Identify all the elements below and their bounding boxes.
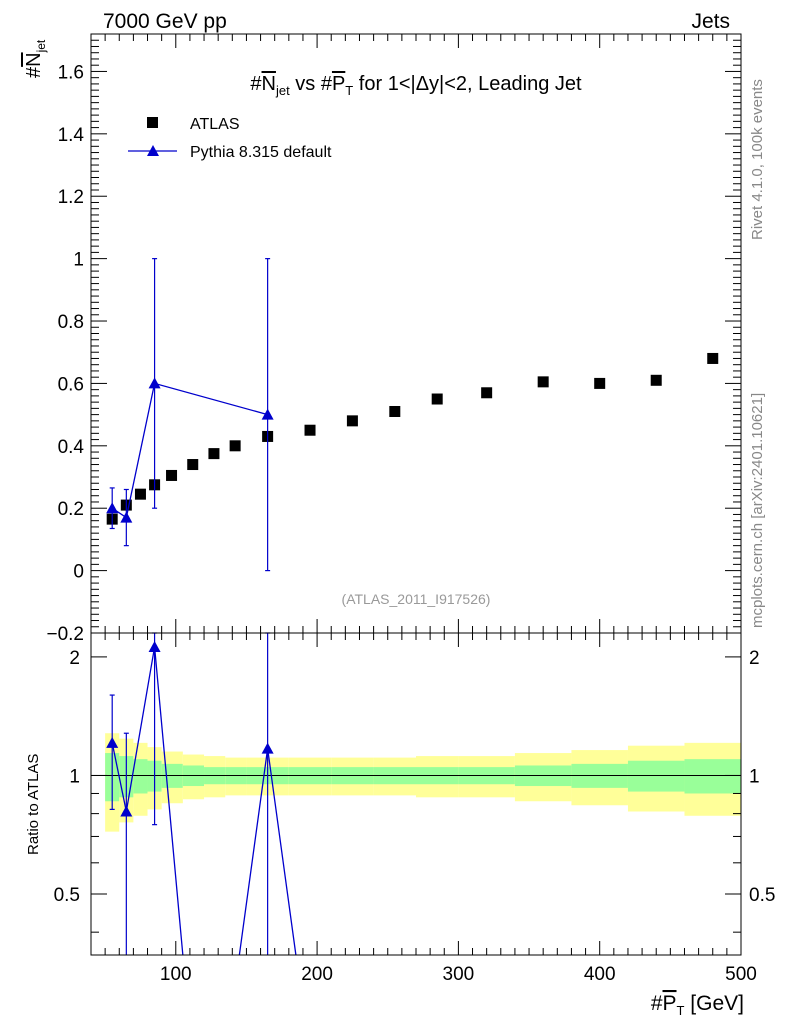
main-plot bbox=[106, 258, 719, 572]
ratio-y-tick-label-right: 1 bbox=[749, 766, 760, 787]
header-left: 7000 GeV pp bbox=[103, 10, 227, 33]
ratio-y-tick-label-left: 2 bbox=[69, 648, 80, 669]
x-axis-label: #PT [GeV] bbox=[651, 992, 744, 1018]
legend: ATLAS Pythia 8.315 default bbox=[128, 116, 332, 161]
y-tick-label: 0.4 bbox=[58, 437, 85, 458]
pythia-point bbox=[106, 502, 119, 514]
atlas-point bbox=[304, 424, 316, 436]
ratio-pythia-point bbox=[148, 640, 161, 652]
atlas-point bbox=[650, 374, 662, 386]
ratio-band-green bbox=[627, 760, 685, 792]
y-axis-label: #Njet bbox=[23, 39, 48, 78]
ratio-plot bbox=[91, 632, 741, 956]
atlas-point bbox=[594, 377, 606, 389]
atlas-point bbox=[346, 415, 358, 427]
legend-marker-atlas bbox=[147, 117, 158, 128]
legend-label-pythia: Pythia 8.315 default bbox=[190, 144, 332, 161]
mcplots-label: mcplots.cern.ch [arXiv:2401.10621] bbox=[749, 393, 766, 628]
header-right: Jets bbox=[691, 10, 730, 33]
y-tick-label: 1.2 bbox=[58, 187, 84, 208]
pythia-point bbox=[148, 377, 161, 389]
ratio-y-axis-label: Ratio to ATLAS bbox=[25, 754, 42, 855]
pythia-point bbox=[261, 408, 274, 420]
ratio-pythia-point bbox=[120, 805, 133, 817]
atlas-point bbox=[431, 393, 443, 405]
atlas-point bbox=[187, 459, 199, 471]
pythia-point bbox=[120, 511, 133, 523]
atlas-point bbox=[537, 376, 549, 388]
ratio-y-tick-label-right: 0.5 bbox=[749, 885, 775, 906]
y-tick-label: 1.6 bbox=[58, 62, 84, 83]
y-tick-label: −0.2 bbox=[46, 624, 84, 645]
ratio-y-tick-label-right: 2 bbox=[749, 648, 760, 669]
atlas-point bbox=[481, 387, 493, 399]
chart-title: #Njet vs #PT for 1<|Δy|<2, Leading Jet bbox=[250, 73, 582, 98]
rivet-label: Rivet 4.1.0, 100k events bbox=[749, 79, 766, 240]
x-tick-label: 400 bbox=[584, 964, 616, 985]
ratio-pythia-line bbox=[111, 646, 184, 956]
y-tick-label: 1.4 bbox=[58, 125, 85, 146]
ratio-y-tick-label-left: 0.5 bbox=[54, 885, 80, 906]
ratio-band-green bbox=[133, 759, 148, 794]
atlas-point bbox=[134, 488, 146, 500]
main-frame bbox=[90, 33, 742, 634]
title-p: P bbox=[332, 73, 345, 95]
y-tick-label: 0.2 bbox=[58, 499, 84, 520]
atlas-point bbox=[208, 448, 220, 460]
atlas-point bbox=[707, 352, 719, 364]
x-tick-label: 200 bbox=[301, 964, 333, 985]
atlas-point bbox=[166, 469, 178, 481]
legend-label-atlas: ATLAS bbox=[190, 116, 240, 133]
ratio-band-green bbox=[684, 759, 741, 794]
pythia-line bbox=[111, 382, 268, 519]
ratio-y-tick-label-left: 1 bbox=[69, 766, 80, 787]
y-tick-label: 0 bbox=[73, 562, 84, 583]
axes: 100 200 300 400 500 −0.2 0 0.2 0.4 0.6 0.8 1 1.2 1.4 1… bbox=[46, 33, 775, 985]
atlas-point bbox=[389, 405, 401, 417]
y-tick-label: 1 bbox=[73, 250, 84, 271]
title-n: N bbox=[262, 73, 276, 95]
ratio-pythia-point bbox=[261, 742, 274, 754]
x-tick-label: 100 bbox=[160, 964, 192, 985]
legend-marker-pythia bbox=[147, 145, 159, 156]
analysis-id: (ATLAS_2011_I917526) bbox=[342, 591, 491, 607]
y-tick-label: 0.6 bbox=[58, 374, 84, 395]
x-tick-label: 500 bbox=[725, 964, 757, 985]
y-tick-label: 0.8 bbox=[58, 312, 84, 333]
ratio-pythia-point bbox=[106, 736, 119, 748]
atlas-point bbox=[229, 440, 241, 452]
x-tick-label: 300 bbox=[443, 964, 475, 985]
